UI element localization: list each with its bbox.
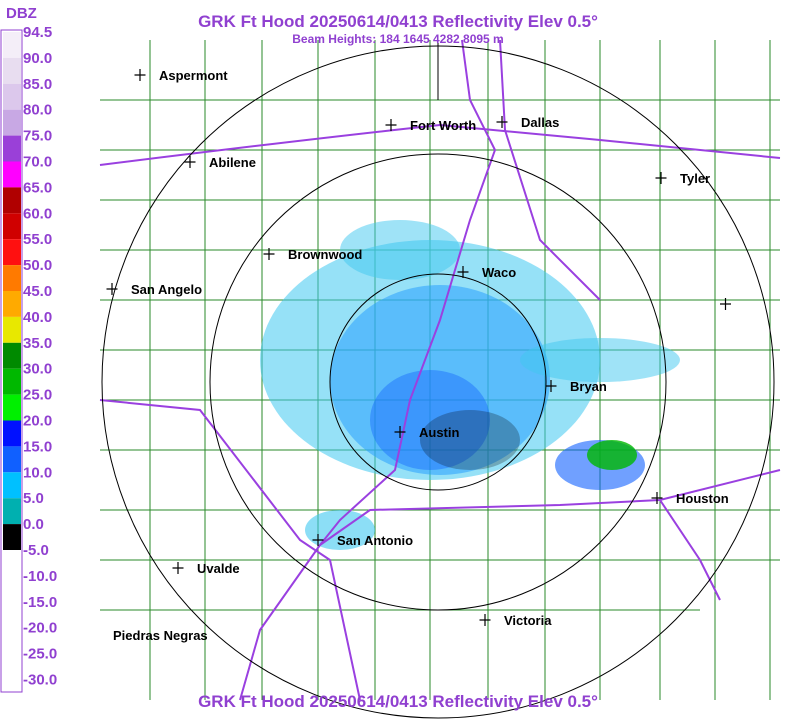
legend-label: 85.0: [23, 76, 52, 93]
city-marker: [312, 534, 324, 546]
city-label: Victoria: [504, 613, 552, 628]
legend-label: 0.0: [23, 516, 44, 533]
legend-swatch: [3, 601, 21, 628]
legend-swatch: [3, 213, 21, 240]
city-marker: [457, 266, 469, 278]
legend-label: 10.0: [23, 464, 52, 481]
legend-swatch: [3, 550, 21, 576]
city-marker: [184, 156, 196, 168]
city-marker: [545, 380, 557, 392]
legend-swatch: [3, 420, 21, 447]
city-marker: [263, 248, 275, 260]
legend-label: 75.0: [23, 128, 52, 145]
city-marker: [651, 492, 663, 504]
legend-swatch: [3, 472, 21, 499]
unlabeled-city-marker: [720, 298, 731, 310]
cities: Aspermont Fort Worth Dallas Abilene Tyler Bro…: [106, 68, 729, 643]
legend-label: -20.0: [23, 620, 57, 637]
legend-label: 80.0: [23, 102, 52, 119]
legend-swatch: [3, 627, 21, 654]
legend-swatch: [3, 83, 21, 110]
legend-swatch: [3, 342, 21, 369]
title: GRK Ft Hood 20250614/0413 Reflectivity E…: [198, 12, 598, 31]
city-marker: [655, 172, 667, 184]
legend-label: 15.0: [23, 438, 52, 455]
city-marker: [479, 614, 491, 626]
legend-label: 45.0: [23, 283, 52, 300]
radar-echo: [260, 220, 680, 550]
city-marker: [496, 116, 508, 128]
legend-label: 50.0: [23, 257, 52, 274]
city-label: Aspermont: [159, 68, 228, 83]
legend-swatch: [3, 653, 21, 680]
city-label: Tyler: [680, 171, 710, 186]
legend-swatch: [3, 394, 21, 421]
city-marker: [106, 283, 118, 295]
legend-swatch: [3, 135, 21, 162]
legend-swatch: [3, 291, 21, 317]
city-label: Austin: [419, 425, 460, 440]
legend-title: DBZ: [6, 5, 37, 22]
legend-swatch: [3, 575, 21, 602]
legend: 94.5 90.0 85.0 80.0 75.0 70.0 65.0 60.0 55.0 50.0…: [3, 24, 57, 689]
legend-label: 94.5: [23, 24, 52, 41]
legend-swatch: [3, 187, 21, 214]
legend-swatch: [3, 316, 21, 343]
city-label: Waco: [482, 265, 516, 280]
city-label: Piedras Negras: [113, 628, 208, 643]
legend-label: 30.0: [23, 361, 52, 378]
legend-label: 40.0: [23, 309, 52, 326]
legend-label: 5.0: [23, 490, 44, 507]
city-marker: [394, 426, 406, 438]
legend-swatch: [3, 498, 21, 525]
legend-swatch: [3, 368, 21, 395]
legend-swatch: [3, 265, 21, 291]
legend-swatch: [3, 524, 21, 550]
city-label: Uvalde: [197, 561, 240, 576]
legend-label: 25.0: [23, 387, 52, 404]
legend-label: 60.0: [23, 205, 52, 222]
legend-label: -25.0: [23, 646, 57, 663]
city-label: San Antonio: [337, 533, 413, 548]
legend-swatch: [3, 446, 21, 473]
city-marker: [134, 69, 146, 81]
subtitle: Beam Heights: 184 1645 4282 8095 m: [292, 32, 503, 46]
legend-swatch: [3, 57, 21, 84]
city-label: Bryan: [570, 379, 607, 394]
city-marker: [385, 119, 397, 131]
city-label: Dallas: [521, 115, 559, 130]
city-label: Houston: [676, 491, 729, 506]
legend-label: -15.0: [23, 594, 57, 611]
legend-label: 20.0: [23, 413, 52, 430]
highways: [99, 39, 781, 701]
legend-label: -10.0: [23, 568, 57, 585]
legend-label: 65.0: [23, 179, 52, 196]
legend-frame: [0, 29, 23, 693]
city-label: Fort Worth: [410, 118, 476, 133]
legend-swatch: [3, 239, 21, 266]
legend-label: 70.0: [23, 154, 52, 171]
legend-label: -30.0: [23, 672, 57, 689]
legend-label: 90.0: [23, 50, 52, 67]
city-label: Brownwood: [288, 247, 362, 262]
city-marker: [172, 562, 184, 574]
footer-title: GRK Ft Hood 20250614/0413 Reflectivity E…: [198, 692, 598, 711]
legend-swatch: [3, 32, 21, 58]
city-label: Abilene: [209, 155, 256, 170]
legend-label: 55.0: [23, 231, 52, 248]
city-label: San Angelo: [131, 282, 202, 297]
legend-label: -5.0: [23, 542, 49, 559]
legend-swatch: [3, 109, 21, 136]
range-rings: [101, 40, 775, 719]
legend-swatch: [3, 161, 21, 188]
legend-label: 35.0: [23, 335, 52, 352]
